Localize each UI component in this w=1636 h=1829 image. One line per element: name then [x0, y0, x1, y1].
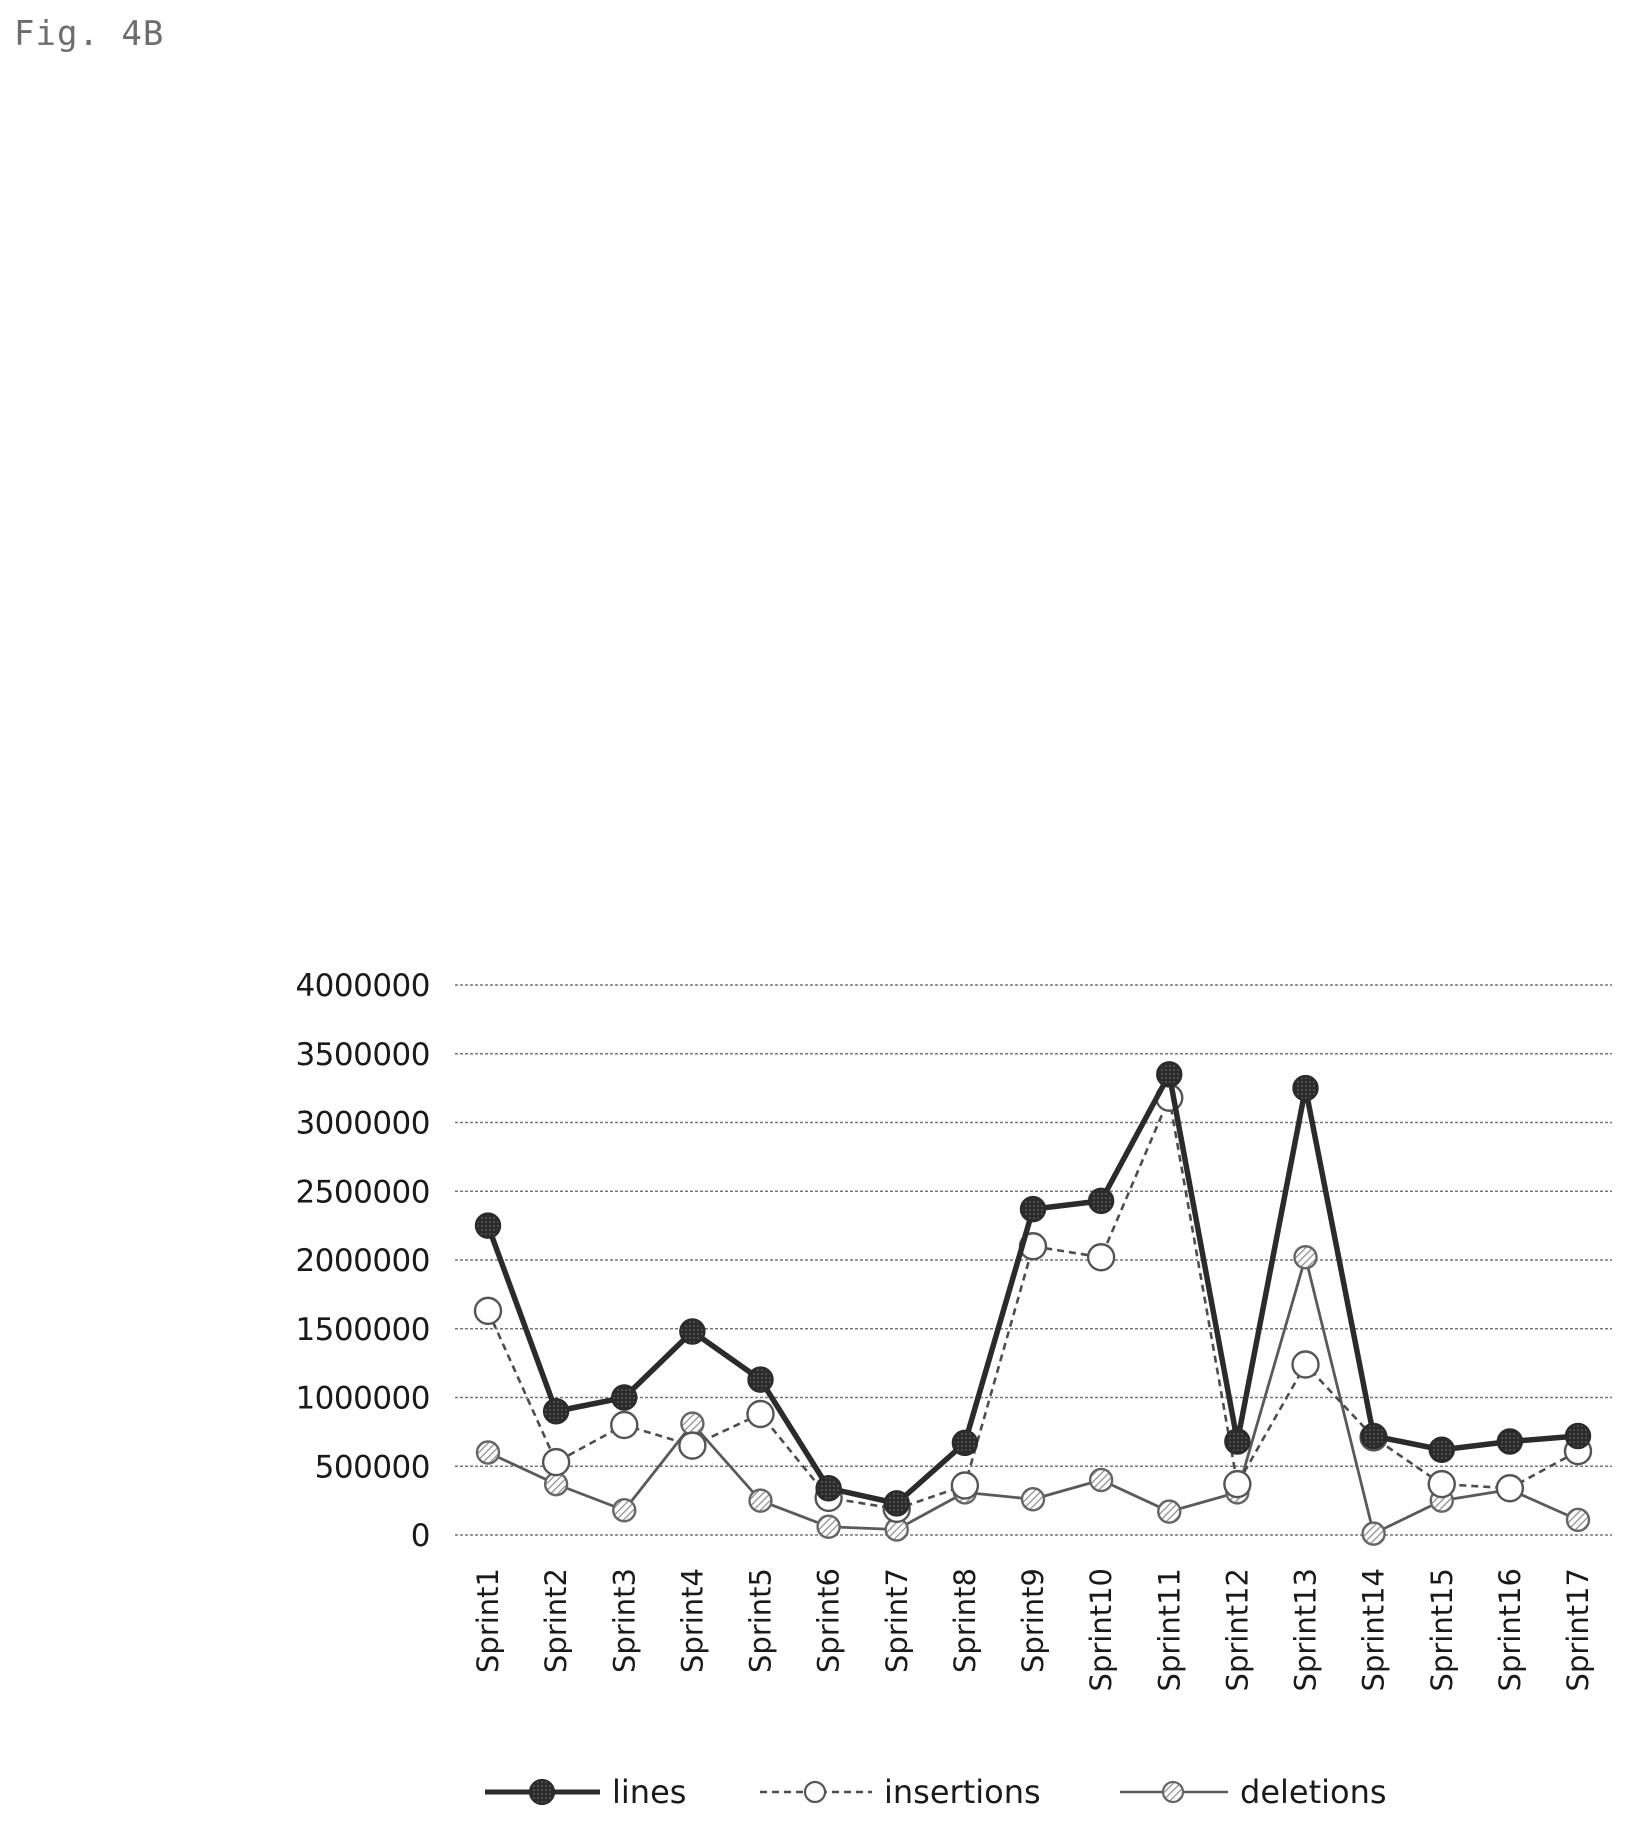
point-lines	[951, 1429, 979, 1457]
x-tick-label: Sprint9	[1016, 1568, 1050, 1673]
point-deletions	[543, 1471, 569, 1497]
point-insertions	[473, 1296, 503, 1326]
point-deletions	[475, 1440, 501, 1465]
x-tick-label: Sprint2	[539, 1568, 573, 1673]
legend-marker-deletions	[1161, 1780, 1185, 1804]
point-lines	[1292, 1074, 1319, 1102]
point-lines	[1496, 1428, 1524, 1455]
x-tick-label: Sprint15	[1425, 1568, 1459, 1691]
series-group	[473, 1061, 1593, 1546]
series-line-lines	[485, 1071, 1579, 1507]
x-axis-ticks: Sprint1 Sprint2 Sprint3 Sprint4 Sprint5 Sprin…	[471, 1568, 1595, 1691]
point-deletions	[1361, 1521, 1386, 1546]
point-deletions	[816, 1514, 841, 1539]
series-deletions	[475, 1245, 1591, 1546]
legend: lines insertions deletions	[485, 1773, 1387, 1811]
legend-item-insertions: insertions	[760, 1773, 1041, 1811]
point-lines	[1224, 1428, 1251, 1455]
x-tick-label: Sprint14	[1357, 1568, 1391, 1691]
y-tick-label: 3500000	[295, 1037, 430, 1073]
x-tick-label: Sprint4	[675, 1568, 709, 1673]
legend-label-insertions: insertions	[884, 1773, 1041, 1811]
x-tick-label: Sprint17	[1561, 1568, 1595, 1691]
x-tick-label: Sprint1	[471, 1568, 505, 1673]
point-insertions	[950, 1471, 980, 1500]
point-insertions	[1427, 1469, 1456, 1499]
gridlines	[455, 984, 1612, 1536]
point-lines	[1156, 1061, 1183, 1088]
x-tick-label: Sprint6	[812, 1568, 846, 1673]
point-lines	[542, 1398, 570, 1425]
y-tick-label: 0	[411, 1518, 430, 1554]
legend-item-lines: lines	[485, 1773, 686, 1811]
legend-label-deletions: deletions	[1240, 1773, 1387, 1811]
y-tick-label: 2000000	[295, 1243, 430, 1279]
point-deletions	[1088, 1467, 1114, 1493]
point-insertions	[1086, 1243, 1116, 1272]
point-deletions	[1293, 1245, 1318, 1270]
legend-marker-insertions	[803, 1780, 827, 1804]
x-tick-label: Sprint13	[1289, 1568, 1323, 1691]
y-tick-label: 500000	[315, 1449, 430, 1485]
point-lines	[815, 1475, 842, 1502]
y-tick-label: 2500000	[295, 1174, 430, 1210]
point-deletions	[1020, 1487, 1046, 1512]
legend-label-lines: lines	[612, 1773, 686, 1811]
point-deletions	[1565, 1507, 1591, 1533]
point-insertions	[541, 1447, 571, 1477]
point-lines	[747, 1366, 774, 1393]
point-insertions	[610, 1410, 639, 1440]
series-line-insertions	[486, 1096, 1579, 1511]
legend-item-deletions: deletions	[1120, 1773, 1387, 1811]
point-insertions	[1495, 1474, 1525, 1503]
point-insertions	[1291, 1350, 1320, 1379]
point-lines	[1087, 1187, 1115, 1215]
point-lines	[883, 1490, 910, 1517]
y-tick-label: 1000000	[295, 1381, 430, 1417]
x-tick-label: Sprint12	[1220, 1568, 1254, 1691]
x-tick-label: Sprint5	[744, 1568, 778, 1673]
x-tick-label: Sprint8	[948, 1568, 982, 1673]
figure-label: Fig. 4B	[14, 14, 165, 54]
legend-marker-lines	[528, 1778, 556, 1806]
x-tick-label: Sprint3	[607, 1568, 641, 1673]
point-deletions	[748, 1488, 773, 1513]
x-tick-label: Sprint16	[1493, 1568, 1527, 1691]
point-lines	[1360, 1422, 1387, 1450]
point-insertions	[746, 1399, 775, 1429]
x-tick-label: Sprint10	[1084, 1568, 1118, 1691]
y-axis-ticks: 0 500000 1000000 1500000 2000000 2500000 30000…	[295, 968, 430, 1554]
point-deletions	[1157, 1499, 1182, 1524]
point-lines	[1428, 1436, 1455, 1463]
point-deletions	[680, 1411, 705, 1436]
y-tick-label: 1500000	[295, 1312, 430, 1348]
point-lines	[1019, 1195, 1047, 1223]
y-tick-label: 4000000	[295, 968, 430, 1004]
point-deletions	[612, 1498, 637, 1523]
y-tick-label: 3000000	[295, 1106, 430, 1142]
point-lines	[1564, 1422, 1592, 1450]
point-insertions	[1223, 1469, 1252, 1499]
series-insertions	[473, 1083, 1593, 1524]
series-lines	[474, 1061, 1592, 1517]
point-insertions	[678, 1431, 707, 1460]
point-lines	[611, 1384, 638, 1411]
x-tick-label: Sprint7	[880, 1568, 914, 1673]
point-lines	[474, 1212, 502, 1239]
point-lines	[679, 1318, 706, 1345]
x-tick-label: Sprint11	[1152, 1568, 1186, 1691]
